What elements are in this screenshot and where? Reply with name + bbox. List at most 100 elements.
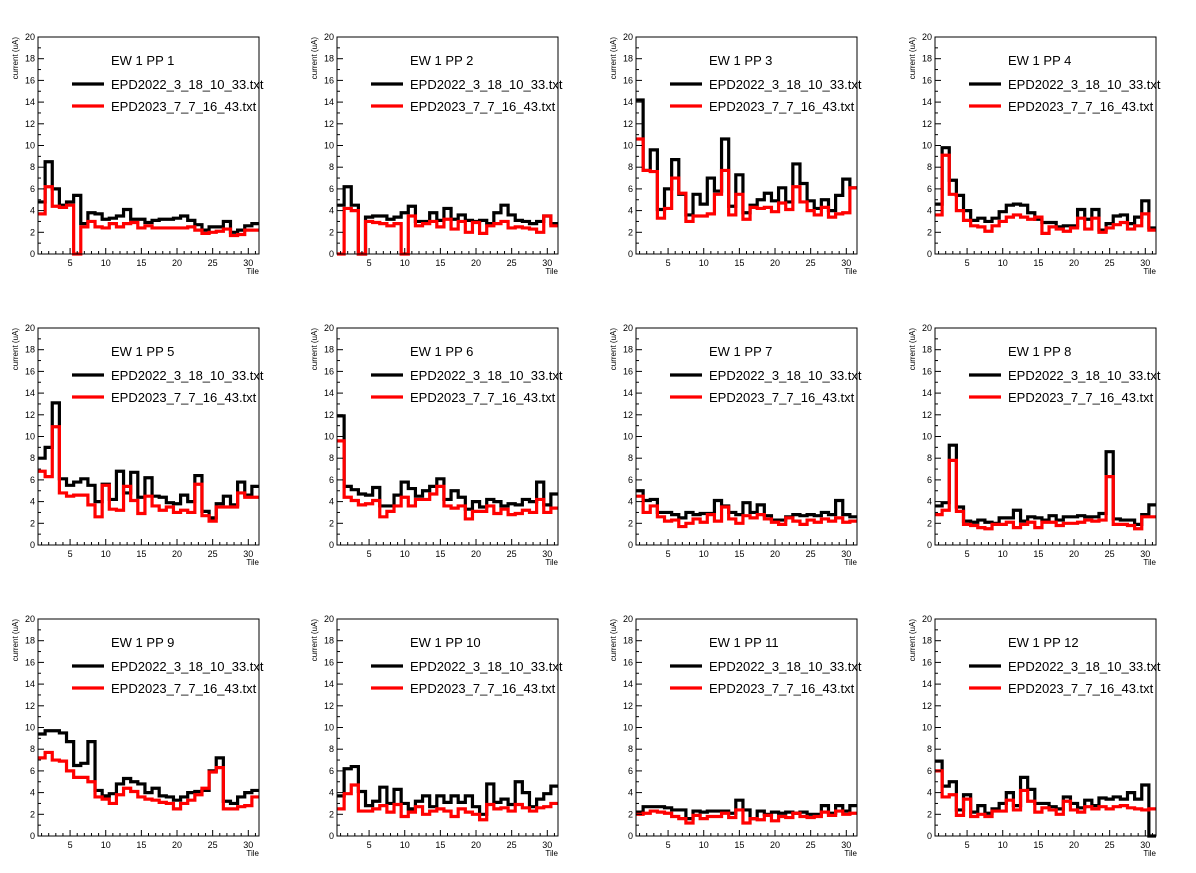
x-tick-label: 5 bbox=[367, 258, 372, 268]
y-tick-label: 18 bbox=[922, 54, 932, 64]
x-axis-label: Tile bbox=[1143, 267, 1156, 276]
x-tick-label: 25 bbox=[806, 258, 816, 268]
y-axis-label: current (uA) bbox=[908, 37, 917, 80]
y-tick-label: 6 bbox=[927, 766, 932, 776]
chart-panel: 0 2 4 6 8 10 12 14 16 18 20 5 10 15 20 25 30 Tile current … bbox=[0, 582, 299, 873]
x-tick-label: 25 bbox=[507, 258, 517, 268]
y-tick-label: 2 bbox=[30, 809, 35, 819]
y-tick-label: 16 bbox=[623, 75, 633, 85]
y-tick-label: 8 bbox=[329, 453, 334, 463]
y-tick-label: 4 bbox=[329, 497, 334, 507]
chart-panel: 0 2 4 6 8 10 12 14 16 18 20 5 10 15 20 25 30 Tile current … bbox=[299, 291, 598, 582]
chart-title: EW 1 PP 1 bbox=[111, 53, 174, 68]
legend-entry: EPD2022_3_18_10_33.txt bbox=[709, 659, 862, 674]
x-tick-label: 15 bbox=[1033, 840, 1043, 850]
series-line bbox=[38, 401, 259, 520]
y-tick-label: 14 bbox=[623, 97, 633, 107]
series-line bbox=[935, 146, 1156, 232]
y-tick-label: 0 bbox=[628, 249, 633, 259]
y-tick-label: 4 bbox=[927, 788, 932, 798]
y-tick-label: 16 bbox=[324, 75, 334, 85]
legend-entry: EPD2023_7_7_16_43.txt bbox=[709, 681, 855, 696]
y-tick-label: 2 bbox=[329, 809, 334, 819]
y-tick-label: 0 bbox=[927, 249, 932, 259]
plot-frame bbox=[37, 327, 260, 546]
y-tick-label: 18 bbox=[25, 345, 35, 355]
legend-entry: EPD2023_7_7_16_43.txt bbox=[111, 681, 257, 696]
y-tick-label: 0 bbox=[329, 831, 334, 841]
legend-entry: EPD2022_3_18_10_33.txt bbox=[111, 368, 264, 383]
x-tick-label: 30 bbox=[243, 549, 253, 559]
legend-entry: EPD2023_7_7_16_43.txt bbox=[1008, 681, 1154, 696]
x-axis-label: Tile bbox=[246, 849, 259, 858]
chart-title: EW 1 PP 10 bbox=[410, 635, 481, 650]
y-tick-label: 20 bbox=[922, 32, 932, 42]
legend-entry: EPD2022_3_18_10_33.txt bbox=[410, 77, 563, 92]
series-line bbox=[935, 769, 1156, 819]
legend-entry: EPD2023_7_7_16_43.txt bbox=[709, 99, 855, 114]
x-tick-label: 10 bbox=[998, 840, 1008, 850]
series-line bbox=[337, 206, 558, 256]
y-tick-label: 2 bbox=[927, 227, 932, 237]
legend-entry: EPD2022_3_18_10_33.txt bbox=[111, 77, 264, 92]
y-tick-label: 4 bbox=[927, 206, 932, 216]
y-tick-label: 4 bbox=[30, 788, 35, 798]
y-tick-label: 0 bbox=[628, 540, 633, 550]
series-line bbox=[38, 185, 259, 256]
x-tick-label: 30 bbox=[542, 258, 552, 268]
x-tick-label: 15 bbox=[734, 549, 744, 559]
y-tick-label: 0 bbox=[30, 831, 35, 841]
chart-panel: 0 2 4 6 8 10 12 14 16 18 20 5 10 15 20 25 30 Tile current … bbox=[897, 582, 1196, 873]
y-tick-label: 8 bbox=[30, 453, 35, 463]
y-tick-label: 20 bbox=[623, 32, 633, 42]
y-tick-label: 12 bbox=[324, 119, 334, 129]
x-axis-label: Tile bbox=[545, 849, 558, 858]
legend-entry: EPD2022_3_18_10_33.txt bbox=[1008, 659, 1161, 674]
y-tick-label: 18 bbox=[922, 636, 932, 646]
series-line bbox=[38, 729, 259, 806]
x-axis-label: Tile bbox=[246, 558, 259, 567]
y-tick-label: 12 bbox=[324, 701, 334, 711]
y-tick-label: 2 bbox=[30, 518, 35, 528]
y-tick-label: 6 bbox=[30, 766, 35, 776]
x-tick-label: 20 bbox=[770, 258, 780, 268]
y-tick-label: 0 bbox=[329, 540, 334, 550]
x-tick-label: 15 bbox=[1033, 549, 1043, 559]
series-line bbox=[337, 783, 558, 822]
y-tick-label: 16 bbox=[922, 657, 932, 667]
y-tick-label: 16 bbox=[25, 366, 35, 376]
y-tick-label: 6 bbox=[927, 475, 932, 485]
chart-title: EW 1 PP 6 bbox=[410, 344, 473, 359]
y-tick-label: 2 bbox=[329, 227, 334, 237]
chart-panel: 0 2 4 6 8 10 12 14 16 18 20 5 10 15 20 25 30 Tile current … bbox=[299, 582, 598, 873]
x-tick-label: 25 bbox=[208, 549, 218, 559]
x-tick-label: 30 bbox=[1140, 549, 1150, 559]
y-tick-label: 10 bbox=[25, 141, 35, 151]
y-tick-label: 18 bbox=[623, 54, 633, 64]
y-tick-label: 10 bbox=[25, 723, 35, 733]
chart-title: EW 1 PP 11 bbox=[709, 635, 779, 650]
x-tick-label: 5 bbox=[367, 549, 372, 559]
plot-frame bbox=[635, 36, 858, 255]
y-tick-label: 4 bbox=[30, 497, 35, 507]
x-tick-label: 5 bbox=[666, 840, 671, 850]
x-tick-label: 20 bbox=[471, 549, 481, 559]
y-axis-label: current (uA) bbox=[310, 37, 319, 80]
x-tick-label: 25 bbox=[806, 840, 816, 850]
y-tick-label: 16 bbox=[324, 366, 334, 376]
legend-entry: EPD2023_7_7_16_43.txt bbox=[1008, 99, 1154, 114]
y-tick-label: 20 bbox=[623, 323, 633, 333]
y-tick-label: 12 bbox=[623, 119, 633, 129]
x-tick-label: 30 bbox=[1140, 840, 1150, 850]
x-tick-label: 30 bbox=[243, 258, 253, 268]
y-tick-label: 14 bbox=[25, 388, 35, 398]
x-tick-label: 5 bbox=[367, 840, 372, 850]
y-tick-label: 10 bbox=[324, 141, 334, 151]
legend-entry: EPD2023_7_7_16_43.txt bbox=[111, 99, 257, 114]
legend-entry: EPD2022_3_18_10_33.txt bbox=[111, 659, 264, 674]
x-tick-label: 30 bbox=[841, 549, 851, 559]
x-tick-label: 25 bbox=[208, 258, 218, 268]
y-tick-label: 20 bbox=[922, 323, 932, 333]
